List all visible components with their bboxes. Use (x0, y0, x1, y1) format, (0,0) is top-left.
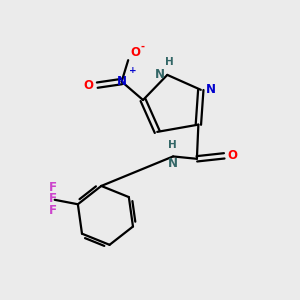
Text: N: N (206, 83, 216, 96)
Text: H: H (165, 58, 174, 68)
Text: O: O (130, 46, 141, 59)
Text: +: + (129, 66, 136, 75)
Text: H: H (168, 140, 177, 150)
Text: O: O (228, 149, 238, 162)
Text: F: F (49, 182, 57, 194)
Text: N: N (155, 68, 165, 81)
Text: F: F (49, 204, 57, 217)
Text: F: F (49, 192, 57, 205)
Text: O: O (84, 79, 94, 92)
Text: N: N (167, 157, 178, 170)
Text: N: N (117, 75, 127, 88)
Text: -: - (141, 42, 145, 52)
